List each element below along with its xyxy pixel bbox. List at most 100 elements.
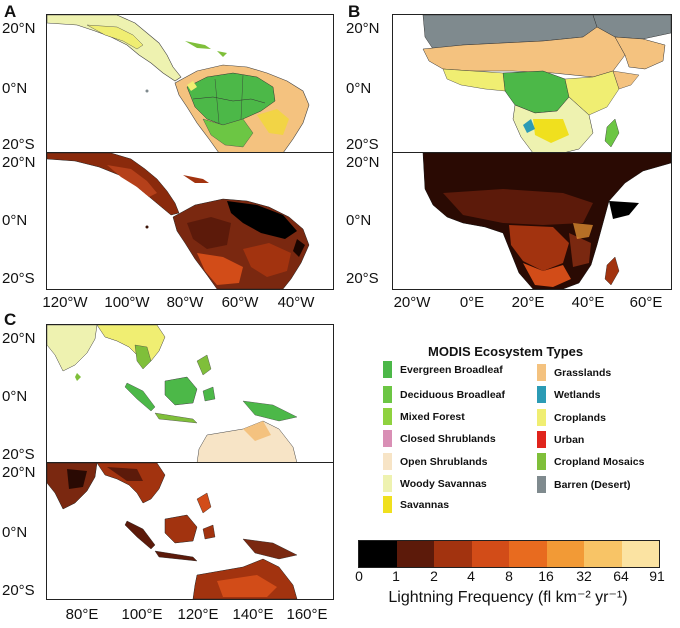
legend-swatch [383, 475, 392, 492]
legend-item: Savannas [383, 496, 449, 513]
panel-c-lower-ytick-20s: 20°S [2, 582, 35, 599]
panel-a-ecosystem-map [46, 14, 334, 154]
legend-item: Woody Savannas [383, 475, 487, 492]
panel-c-lower-ytick-20n: 20°N [2, 464, 36, 481]
legend-label: Evergreen Broadleaf [400, 363, 503, 376]
legend-item: Deciduous Broadleaf [383, 386, 505, 403]
legend-item: Mixed Forest [383, 408, 465, 425]
legend-label: Deciduous Broadleaf [400, 388, 506, 401]
legend-swatch [537, 386, 546, 403]
panel-b-ecosystem-map [392, 14, 672, 154]
legend-label: Open Shrublands [400, 455, 488, 468]
colorbar-tick: 4 [467, 568, 475, 584]
colorbar-segment [359, 541, 397, 567]
panel-a-ytick-20s: 20°S [2, 136, 35, 153]
panel-a-lower-ytick-20s: 20°S [2, 270, 35, 287]
legend-item: Cropland Mosaics [537, 453, 644, 470]
panel-b-lower-ytick-20s: 20°S [346, 270, 379, 287]
panel-b-lower-ytick-0n: 0°N [346, 212, 372, 229]
panel-a-lower-ytick-20n: 20°N [2, 154, 36, 171]
panel-c-ytick-0n: 0°N [2, 388, 28, 405]
panel-c-ytick-20n: 20°N [2, 330, 36, 347]
colorbar-segment [546, 541, 584, 567]
legend-item: Croplands [537, 409, 606, 426]
panel-b-ytick-0n: 0°N [346, 80, 372, 97]
legend-item: Open Shrublands [383, 453, 488, 470]
legend-item: Evergreen Broadleaf [383, 361, 503, 378]
legend-swatch [383, 453, 392, 470]
panel-c-lightning-map [46, 462, 334, 600]
legend-item: Wetlands [537, 386, 600, 403]
legend-label: Urban [554, 433, 585, 446]
legend-label: Cropland Mosaics [554, 455, 645, 468]
legend-swatch [383, 361, 392, 378]
panel-b-xtick-20w: 20°W [393, 294, 431, 311]
legend-title: MODIS Ecosystem Types [428, 344, 584, 359]
colorbar-segment [621, 541, 659, 567]
legend-swatch [537, 409, 546, 426]
panel-b-letter: B [348, 2, 361, 21]
panel-a-xtick-60w: 60°W [221, 294, 259, 311]
panel-b-ytick-20n: 20°N [346, 20, 380, 37]
panel-a-lower-ytick-0n: 0°N [2, 212, 28, 229]
panel-a-xtick-80w: 80°W [166, 294, 204, 311]
legend-swatch [383, 496, 392, 513]
legend-label: Mixed Forest [400, 410, 465, 423]
panel-c-ytick-20s: 20°S [2, 446, 35, 463]
colorbar-label: Lightning Frequency (fl km⁻² yr⁻¹) [388, 589, 628, 606]
panel-a-letter: A [4, 2, 17, 21]
legend-swatch [383, 430, 392, 447]
panel-c-ecosystem-map [46, 324, 334, 464]
legend-label: Barren (Desert) [554, 478, 631, 491]
panel-c-xtick-120e: 120°E [177, 606, 219, 623]
legend-label: Wetlands [554, 388, 601, 401]
colorbar-segment [396, 541, 434, 567]
colorbar-tick: 0 [355, 568, 363, 584]
panel-b-xtick-20e: 20°E [511, 294, 545, 311]
panel-b-ytick-20s: 20°S [346, 136, 379, 153]
panel-a-xtick-100w: 100°W [104, 294, 150, 311]
legend-swatch [383, 408, 392, 425]
panel-b-lightning-map [392, 152, 672, 290]
colorbar-tick: 16 [538, 568, 554, 584]
panel-c-xtick-160e: 160°E [286, 606, 328, 623]
colorbar-tick: 91 [649, 568, 665, 584]
lightning-colorbar [358, 540, 660, 568]
colorbar-tick: 32 [576, 568, 592, 584]
legend-item: Urban [537, 431, 584, 448]
legend-item: Closed Shrublands [383, 430, 496, 447]
colorbar-segment [584, 541, 622, 567]
panel-a-lightning-map [46, 152, 334, 290]
panel-a-xtick-40w: 40°W [277, 294, 315, 311]
panel-c-xtick-80e: 80°E [65, 606, 99, 623]
legend-label: Savannas [400, 498, 450, 511]
colorbar-tick: 64 [613, 568, 629, 584]
colorbar-segment [509, 541, 547, 567]
panel-b-lower-ytick-20n: 20°N [346, 154, 380, 171]
legend-swatch [537, 431, 546, 448]
legend-label: Grasslands [554, 366, 612, 379]
legend-label: Woody Savannas [400, 477, 487, 490]
colorbar-segment [471, 541, 509, 567]
colorbar-segment [434, 541, 472, 567]
legend-swatch [383, 386, 392, 403]
legend-item: Barren (Desert) [537, 476, 630, 493]
colorbar-tick: 8 [505, 568, 513, 584]
legend-swatch [537, 476, 546, 493]
panel-a-ytick-0n: 0°N [2, 80, 28, 97]
colorbar-tick: 1 [392, 568, 400, 584]
legend-swatch [537, 364, 546, 381]
panel-c-letter: C [4, 310, 17, 329]
panel-c-xtick-140e: 140°E [232, 606, 274, 623]
legend-swatch [537, 453, 546, 470]
panel-a-ytick-20n: 20°N [2, 20, 36, 37]
panel-c-xtick-100e: 100°E [121, 606, 163, 623]
legend-label: Croplands [554, 411, 606, 424]
legend-label: Closed Shrublands [400, 432, 496, 445]
panel-c-lower-ytick-0n: 0°N [2, 524, 28, 541]
panel-b-xtick-60e: 60°E [629, 294, 663, 311]
panel-b-xtick-0e: 0°E [459, 294, 485, 311]
legend-item: Grasslands [537, 364, 611, 381]
colorbar-tick: 2 [430, 568, 438, 584]
panel-a-xtick-120w: 120°W [42, 294, 88, 311]
